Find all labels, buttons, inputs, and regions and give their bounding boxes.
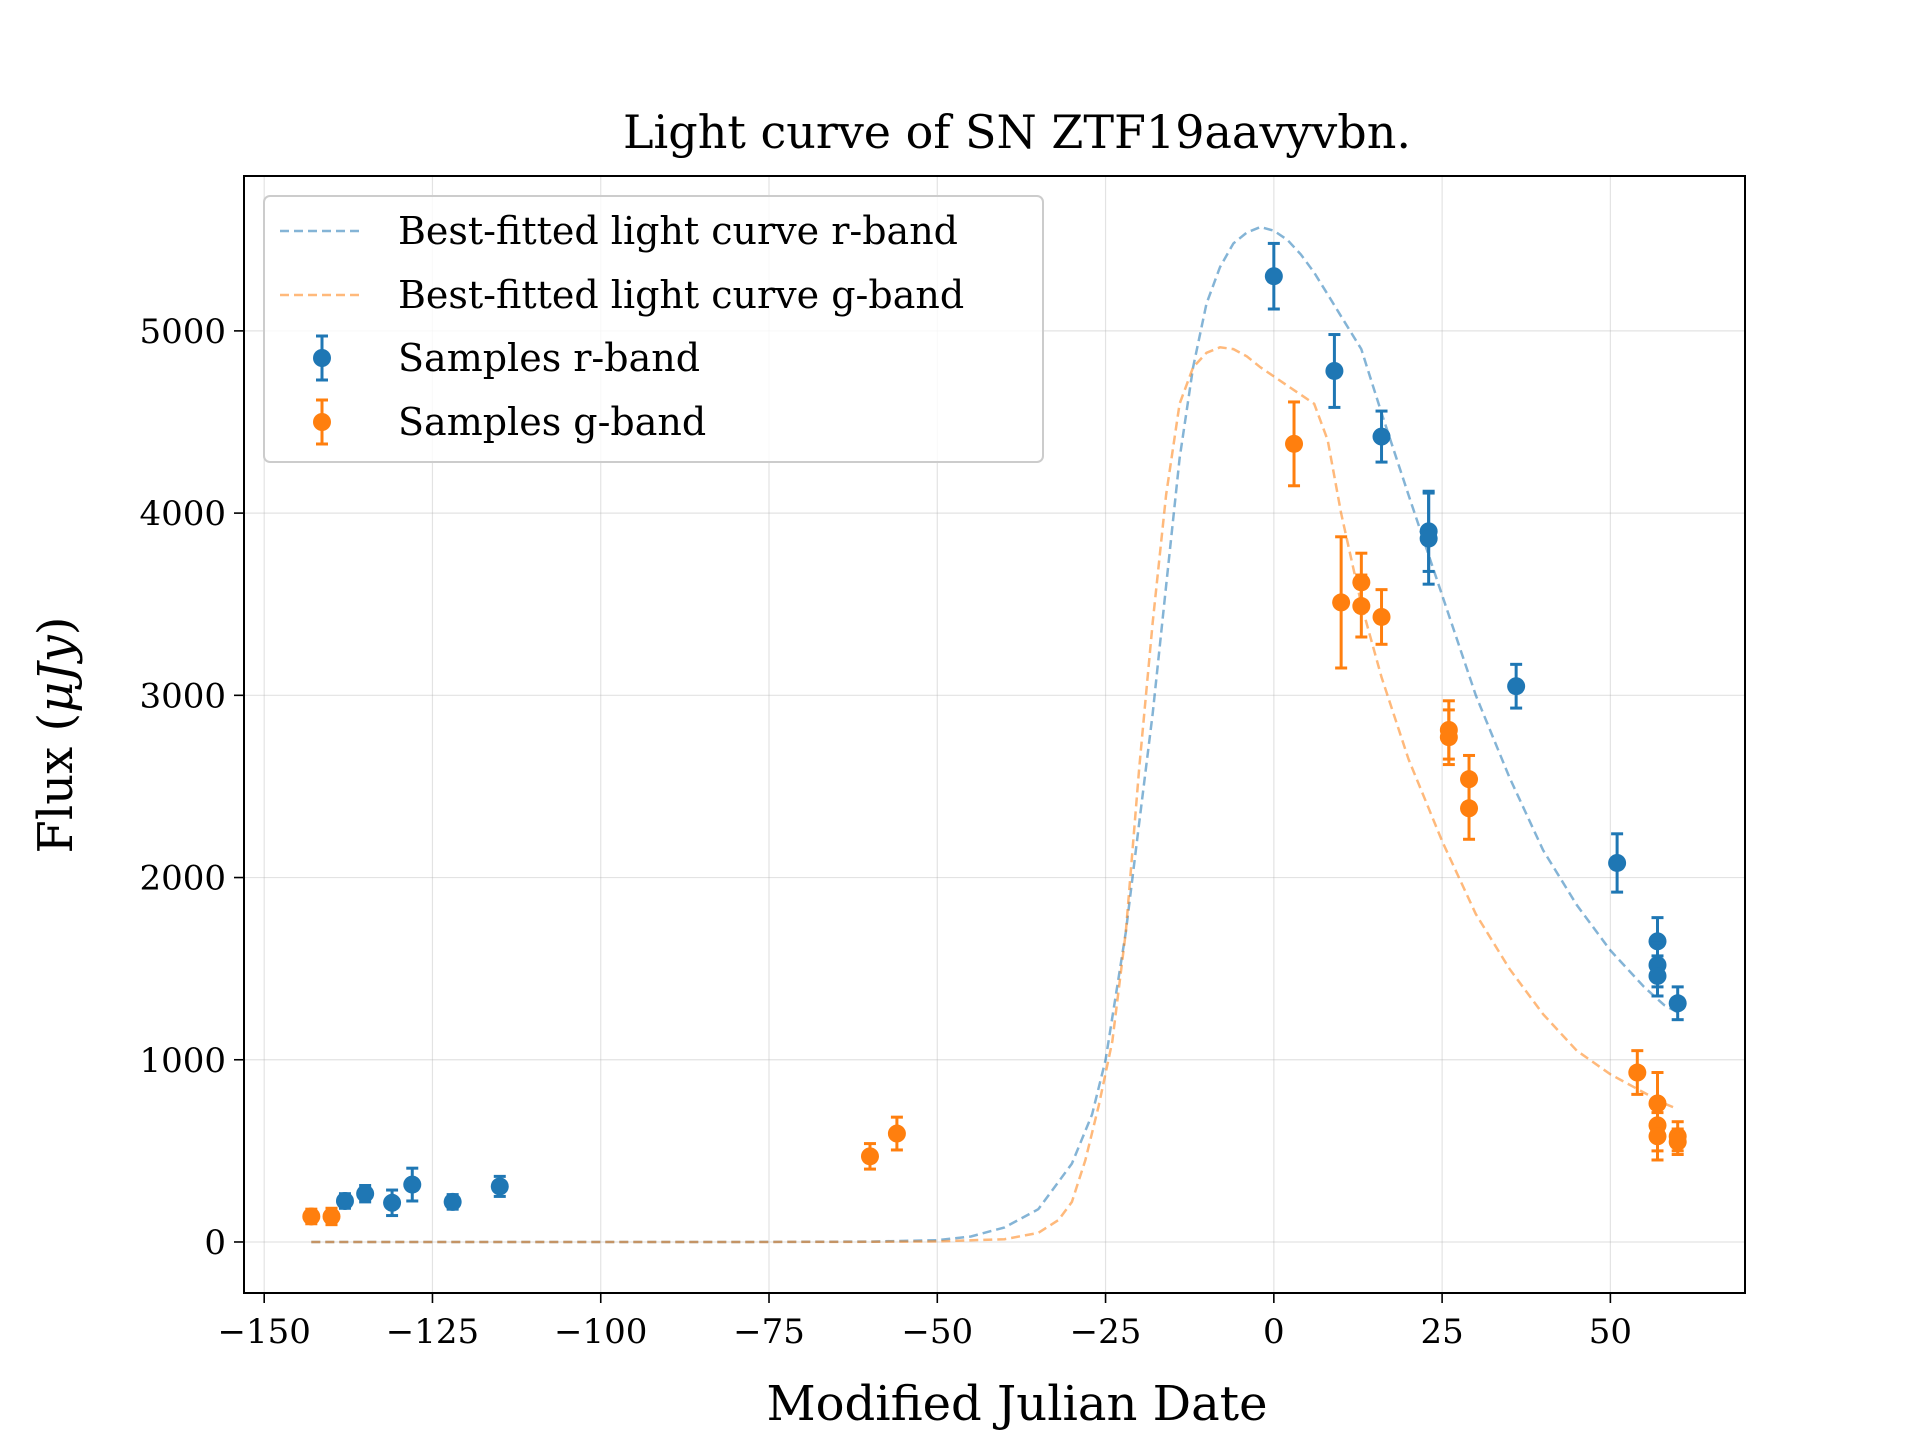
y-axis-label-suffix: ) — [28, 617, 84, 636]
x-tick-label: −25 — [1070, 1312, 1142, 1352]
g-band-fit-curve — [311, 346, 1679, 1244]
x-axis-label: Modified Julian Date — [767, 1376, 1268, 1432]
legend-label-g-samples: Samples g-band — [398, 400, 706, 444]
g-band-sample-point — [1648, 1111, 1667, 1162]
y-tick-label: 2000 — [139, 859, 226, 899]
y-axis-ticks: 0 1000 2000 3000 4000 5000 — [139, 312, 244, 1263]
x-tick-label: 25 — [1420, 1312, 1463, 1352]
r-band-sample-point — [1325, 333, 1344, 409]
chart-title: Light curve of SN ZTF19aavyvbn. — [623, 105, 1411, 159]
y-axis-label-unit: μJy — [28, 634, 84, 712]
sample-points — [302, 241, 1687, 1227]
r-band-fit-curve — [311, 225, 1679, 1244]
r-band-sample-point — [335, 1191, 354, 1210]
r-band-sample-point — [1264, 241, 1283, 311]
g-band-sample-point — [860, 1142, 879, 1171]
g-band-sample-point — [1460, 775, 1479, 841]
g-band-sample-point — [302, 1207, 321, 1226]
x-tick-label: −75 — [733, 1312, 805, 1352]
r-band-sample-point — [1419, 491, 1438, 586]
r-band-sample-point — [356, 1183, 375, 1204]
y-tick-label: 5000 — [139, 312, 226, 352]
fitted-curves — [311, 225, 1679, 1244]
y-tick-label: 0 — [204, 1223, 226, 1263]
r-band-sample-point — [1668, 985, 1687, 1022]
y-tick-label: 1000 — [139, 1041, 226, 1081]
r-band-sample-point — [1648, 954, 1667, 998]
r-band-sample-point — [383, 1188, 402, 1218]
y-axis-label: Flux (μJy) — [28, 617, 84, 854]
legend-marker-g — [313, 398, 331, 446]
r-band-sample-point — [1372, 409, 1391, 464]
g-band-sample-point — [1352, 573, 1371, 639]
legend-label-g-curve: Best-fitted light curve g-band — [398, 273, 964, 317]
y-axis-label-prefix: Flux ( — [28, 713, 84, 854]
r-band-sample-point — [443, 1192, 462, 1211]
r-band-sample-point — [403, 1166, 422, 1203]
g-band-sample-point — [1439, 708, 1458, 767]
y-tick-label: 3000 — [139, 676, 226, 716]
x-tick-label: 50 — [1589, 1312, 1632, 1352]
y-tick-label: 4000 — [139, 494, 226, 534]
x-tick-label: −150 — [217, 1312, 310, 1352]
r-band-sample-point — [1608, 832, 1627, 894]
r-band-sample-point — [1507, 662, 1526, 710]
x-axis-ticks: −150 −125 −100 −75 −50 −25 0 25 50 — [217, 1293, 1632, 1352]
x-tick-label: −125 — [386, 1312, 479, 1352]
legend: Best-fitted light curve r-band Best-fitt… — [263, 195, 1044, 463]
x-tick-label: −50 — [901, 1312, 973, 1352]
plot-frame — [243, 175, 1746, 1294]
g-band-sample-point — [1628, 1049, 1647, 1096]
g-band-sample-point — [1332, 535, 1351, 670]
x-tick-label: 0 — [1263, 1312, 1285, 1352]
legend-marker-r — [313, 334, 331, 382]
g-band-sample-point — [1372, 588, 1391, 646]
legend-label-r-curve: Best-fitted light curve r-band — [398, 209, 958, 253]
legend-label-r-samples: Samples r-band — [398, 336, 700, 380]
g-band-sample-point — [887, 1115, 906, 1152]
grid-lines — [244, 176, 1745, 1293]
g-band-sample-point — [1285, 400, 1304, 488]
x-tick-label: −100 — [554, 1312, 647, 1352]
g-band-sample-point — [1668, 1127, 1687, 1157]
r-band-sample-point — [490, 1174, 509, 1198]
legend-box — [263, 195, 1044, 463]
g-band-sample-point — [322, 1206, 341, 1227]
